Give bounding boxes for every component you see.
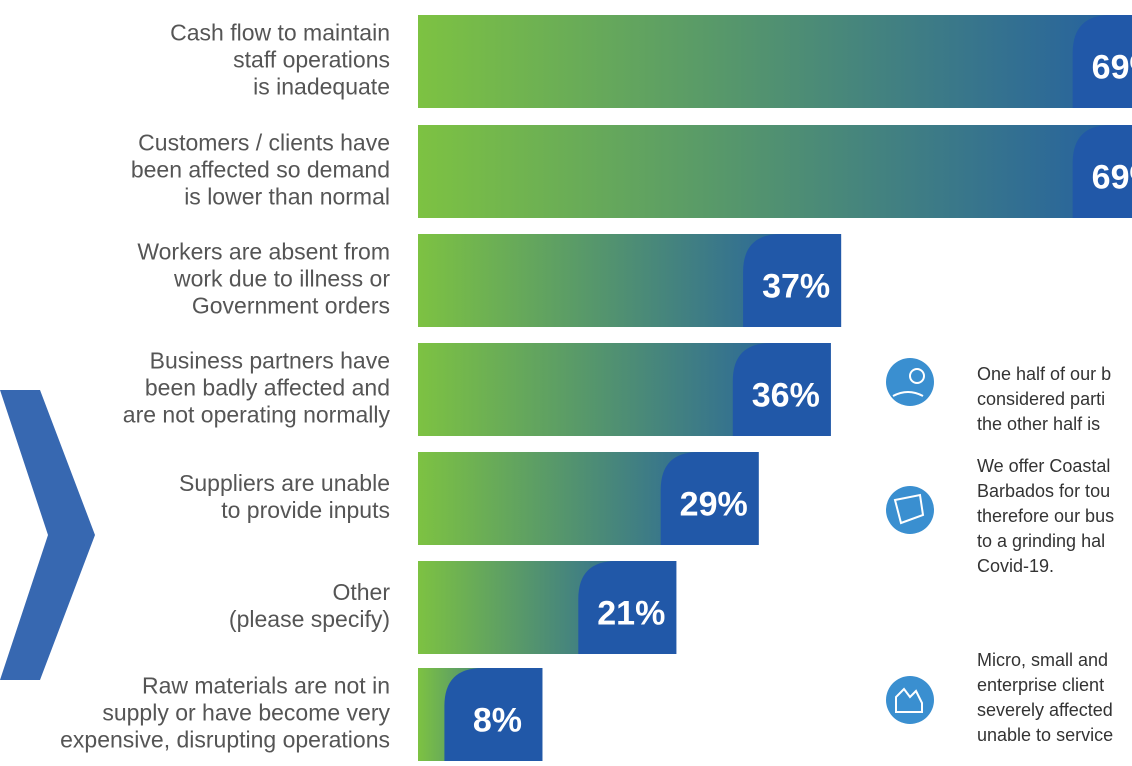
value-badge [660, 452, 759, 545]
value-label: 69% [1092, 48, 1132, 86]
category-label: are not operating normally [123, 402, 391, 428]
category-label: is lower than normal [184, 184, 390, 210]
category-label: Raw materials are not in [142, 673, 390, 699]
chevron [0, 390, 95, 680]
bar [418, 15, 1132, 108]
value-label: 36% [752, 376, 820, 414]
value-label: 37% [762, 267, 830, 305]
annotation: Covid-19. [977, 556, 1054, 576]
annotation: One half of our b [977, 364, 1111, 384]
value-badge [743, 234, 842, 327]
icons [886, 358, 934, 724]
value-badge [732, 343, 831, 436]
category-label: Suppliers are unable [179, 470, 390, 496]
value-label: 29% [680, 485, 748, 523]
annotation: therefore our bus [977, 506, 1114, 526]
annotation: considered parti [977, 389, 1105, 409]
annotation: Micro, small and [977, 650, 1108, 670]
category-label: expensive, disrupting operations [60, 727, 390, 753]
value-label: 21% [597, 594, 665, 632]
category-label: Business partners have [150, 348, 390, 374]
category-label: to provide inputs [221, 497, 390, 523]
value-badge [578, 561, 677, 654]
category-label: is inadequate [253, 74, 390, 100]
category-label: work due to illness or [173, 266, 390, 292]
category-label: (please specify) [229, 606, 390, 632]
category-label: Cash flow to maintain [170, 20, 390, 46]
value-label: 69% [1092, 158, 1132, 196]
annotation: to a grinding hal [977, 531, 1105, 551]
annotation: We offer Coastal [977, 456, 1110, 476]
annotation: the other half is [977, 414, 1100, 434]
category-label: Workers are absent from [137, 239, 390, 265]
annotation: severely affected [977, 700, 1113, 720]
category-label: supply or have become very [102, 700, 390, 726]
value-badge [1072, 125, 1132, 218]
bar [418, 125, 1132, 218]
annotation: Barbados for tou [977, 481, 1110, 501]
category-label: staff operations [233, 47, 390, 73]
value-label: 8% [473, 701, 522, 739]
category-label: been badly affected and [145, 375, 390, 401]
category-label: been affected so demand [131, 157, 390, 183]
value-badge [1072, 15, 1132, 108]
annotation: unable to service [977, 725, 1113, 745]
annotation: enterprise client [977, 675, 1104, 695]
category-label: Government orders [192, 293, 390, 319]
category-label: Other [332, 579, 390, 605]
value-badge [444, 668, 543, 761]
category-label: Customers / clients have [138, 130, 390, 156]
